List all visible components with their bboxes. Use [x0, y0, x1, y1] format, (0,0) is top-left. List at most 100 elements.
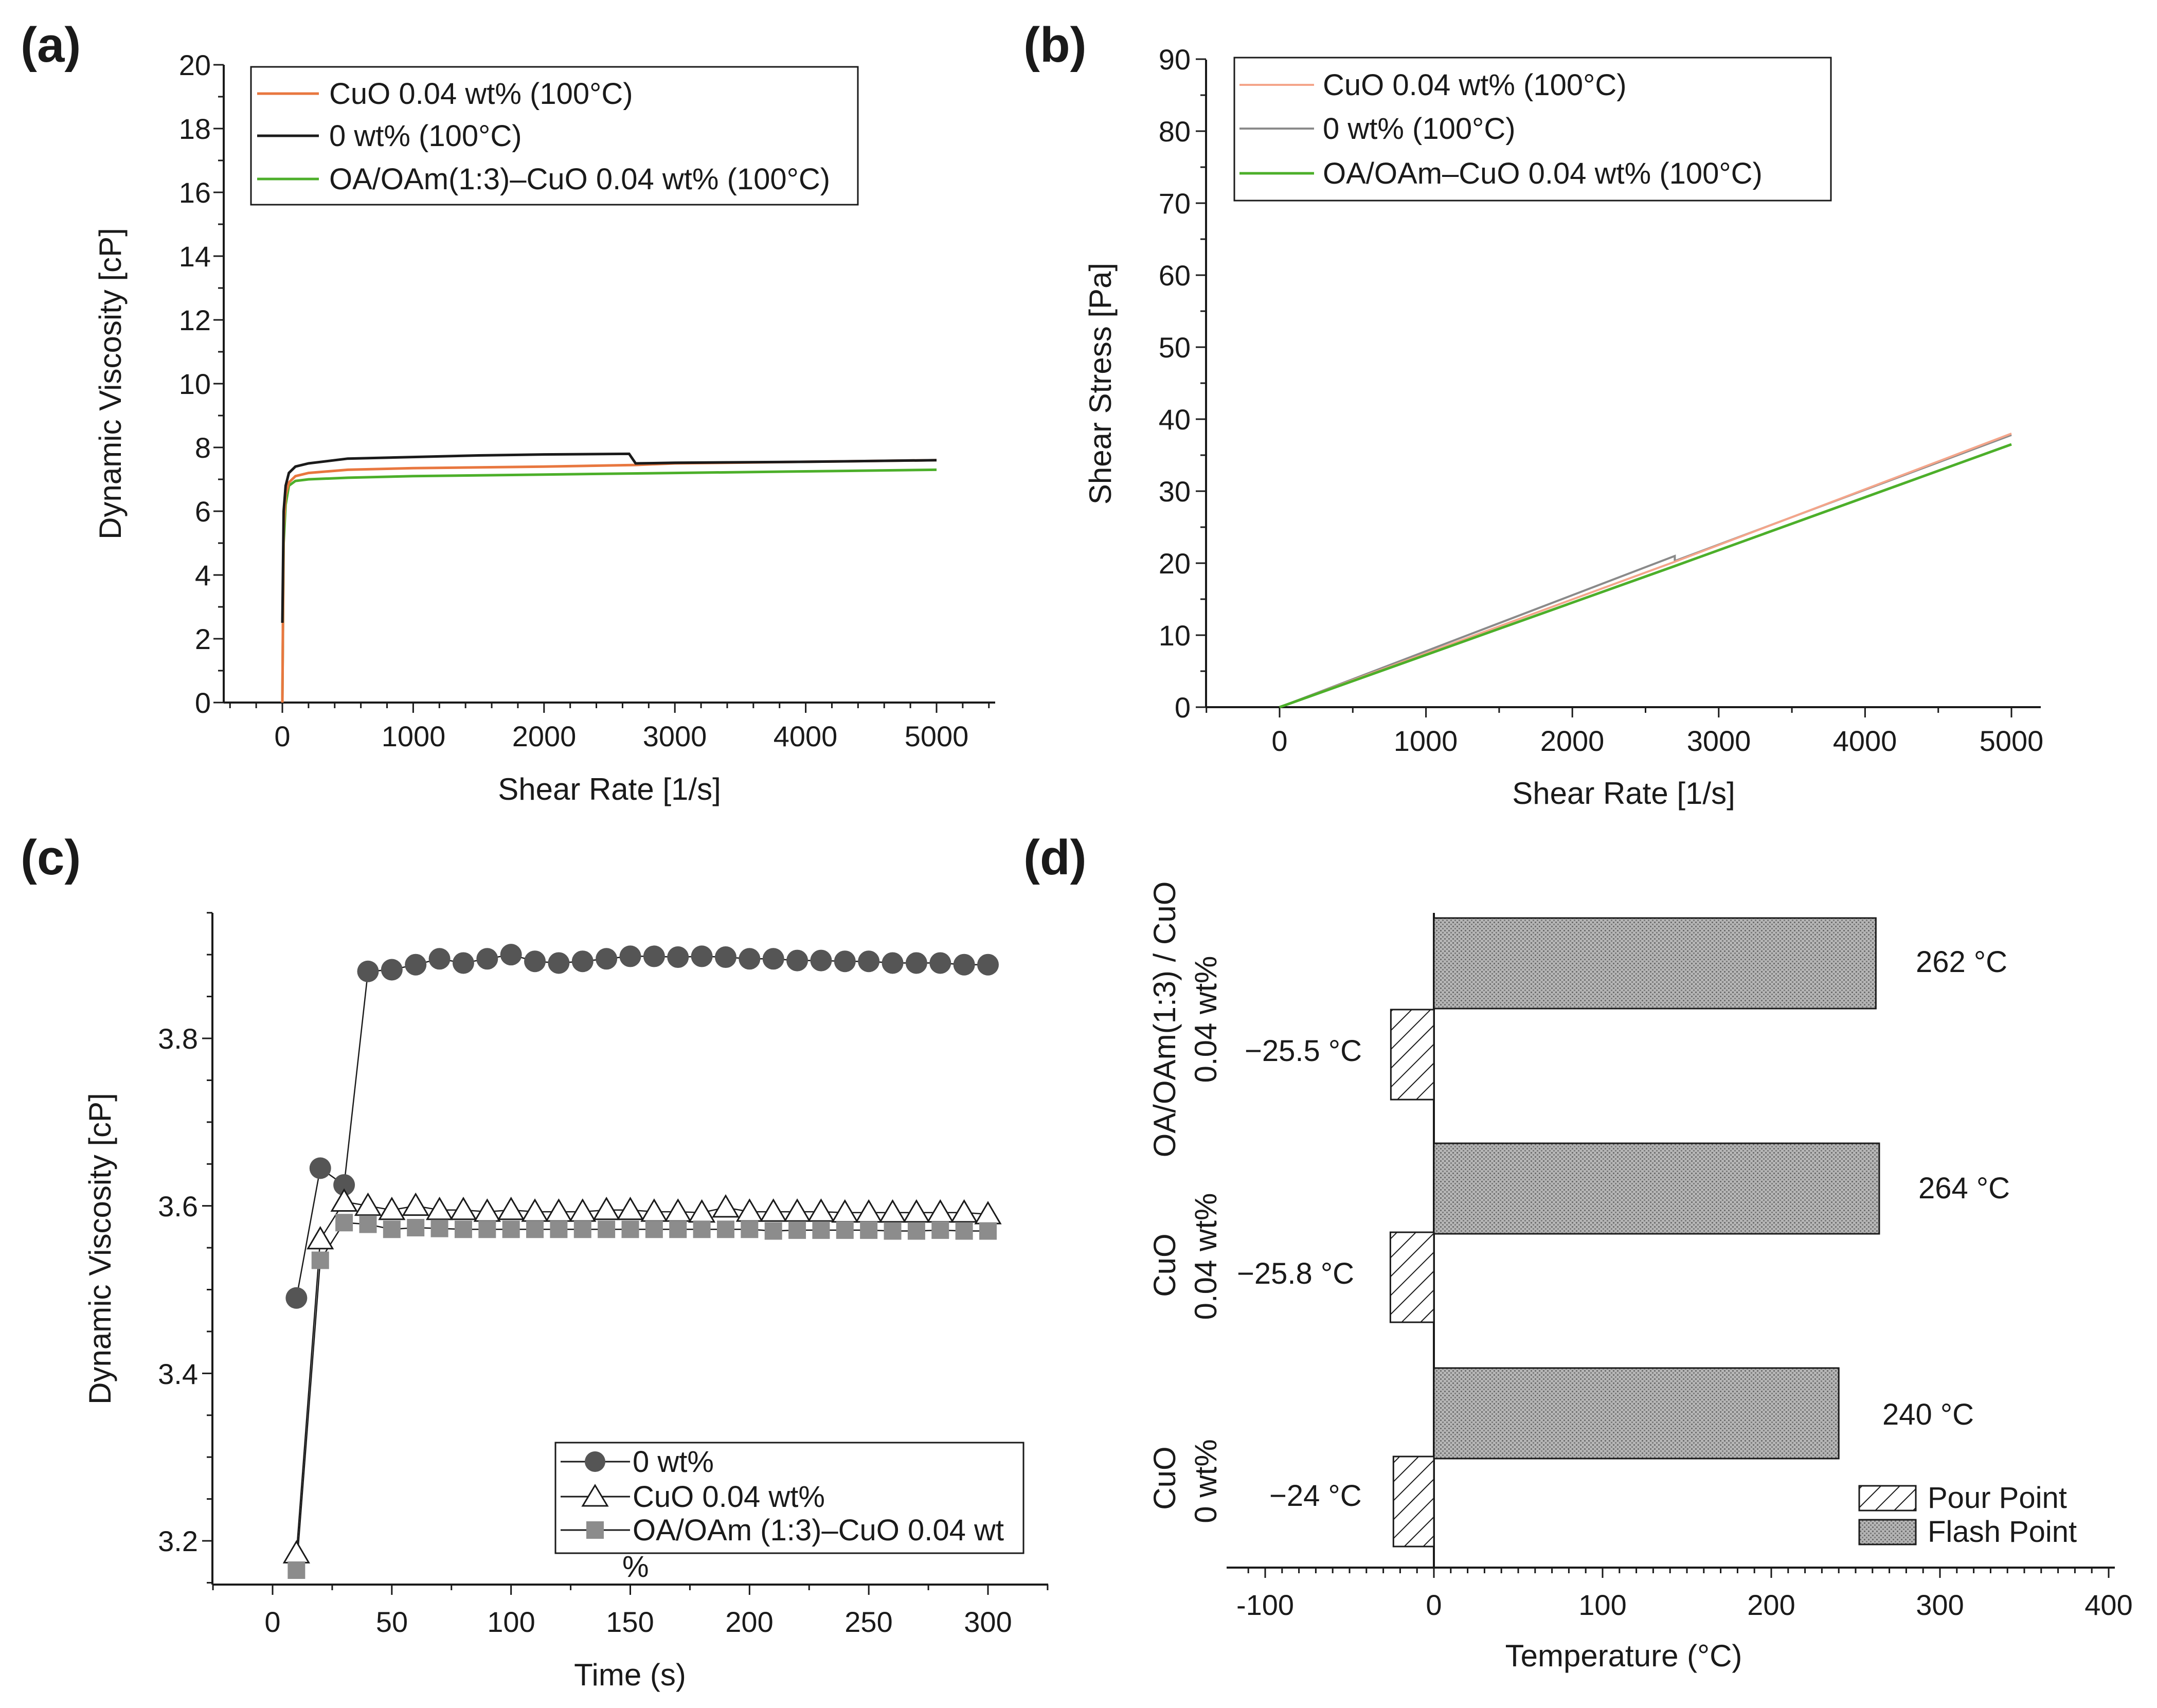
panel-c-y-tick-labels: 3.2 3.4 3.6 3.8	[158, 1022, 198, 1557]
c-point-triangle	[330, 1188, 358, 1212]
c-point-square	[812, 1221, 830, 1239]
panel-b-y-tick-labels: 0 10 20 30 40 50 60 70 80 90	[1159, 43, 1191, 724]
panel-b-label: (b)	[1023, 17, 1087, 73]
c-point-square	[526, 1220, 544, 1238]
c-point-triangle	[616, 1196, 644, 1220]
c-legend-marker-circle	[585, 1451, 605, 1472]
c-series-line	[296, 954, 988, 1299]
d-bar-pour-point	[1390, 1009, 1435, 1101]
d-category-label: 0 wt%	[1189, 1439, 1223, 1523]
a-xtick-label: 3000	[643, 720, 707, 752]
c-point-square	[383, 1220, 401, 1238]
c-point-triangle	[497, 1196, 525, 1220]
c-point-square	[741, 1220, 759, 1238]
c-point-square	[693, 1220, 711, 1238]
b-legend-label: 0 wt% (100°C)	[1323, 112, 1516, 146]
c-point-circle	[405, 954, 427, 976]
a-legend-label: OA/OAm(1:3)–CuO 0.04 wt% (100°C)	[329, 163, 830, 196]
c-point-circle	[691, 945, 713, 967]
c-point-triangle	[664, 1198, 692, 1222]
c-point-triangle	[783, 1198, 811, 1222]
c-point-triangle	[521, 1198, 549, 1222]
c-point-triangle	[402, 1192, 429, 1216]
b-legend-box	[1233, 57, 1832, 202]
c-point-circle	[524, 950, 546, 973]
c-ytick-label: 3.2	[158, 1525, 198, 1557]
panel-a-legend: CuO 0.04 wt% (100°C) 0 wt% (100°C) OA/OA…	[250, 66, 859, 206]
c-point-circle	[500, 944, 522, 966]
d-bar-pour-point	[1392, 1455, 1435, 1548]
panel-a-series	[281, 452, 937, 703]
panel-d-bars	[1389, 917, 1880, 1548]
d-category-label: CuO	[1147, 1233, 1182, 1297]
b-ytick-label: 70	[1159, 187, 1191, 220]
d-flash-label: 262 °C	[1916, 945, 2007, 979]
c-point-square	[550, 1220, 568, 1238]
panel-c-series	[282, 944, 1002, 1579]
d-bar-flash-point	[1433, 917, 1877, 1010]
d-legend-label: Pour Point	[1928, 1481, 2067, 1515]
c-legend-marker-square	[586, 1521, 604, 1539]
c-point-square	[478, 1220, 496, 1238]
c-x-axis-title: Time (s)	[574, 1658, 686, 1692]
c-point-circle	[667, 946, 689, 968]
c-point-circle	[786, 949, 808, 972]
c-point-triangle	[760, 1198, 787, 1222]
a-legend-box	[250, 66, 859, 206]
panel-c-legend: 0 wt% CuO 0.04 wt% OA/OAm (1:3)–CuO 0.04…	[554, 1442, 1024, 1584]
a-series-line	[281, 459, 937, 703]
c-xtick-label: 150	[606, 1606, 654, 1638]
d-xtick-label: -100	[1236, 1589, 1294, 1621]
c-point-circle	[810, 949, 832, 972]
panel-b: (b) 0 1000 2000 3000 4000 5000 0 10 20 3…	[1023, 17, 2043, 811]
b-x-axis-title: Shear Rate [1/s]	[1512, 776, 1735, 811]
c-xtick-label: 0	[264, 1606, 280, 1638]
c-point-circle	[905, 952, 927, 974]
b-ytick-label: 50	[1159, 331, 1191, 364]
c-xtick-label: 300	[964, 1606, 1012, 1638]
a-ytick-label: 14	[179, 240, 211, 273]
a-xtick-label: 4000	[774, 720, 838, 752]
a-ytick-label: 6	[195, 495, 211, 528]
a-ytick-label: 8	[195, 432, 211, 464]
d-category-labels: OA/OAm(1:3) / CuO 0.04 wt% CuO 0.04 wt% …	[1147, 882, 1223, 1523]
c-point-circle	[882, 952, 904, 974]
b-xtick-label: 0	[1271, 725, 1287, 757]
c-point-circle	[548, 952, 570, 974]
c-point-square	[669, 1220, 687, 1238]
b-series-line	[1279, 433, 2012, 708]
panel-a-y-tick-labels: 0 2 4 6 8 10 12 14 16 18 20	[179, 49, 211, 719]
c-point-circle	[309, 1157, 331, 1179]
b-series-line	[1279, 443, 2012, 709]
a-xtick-label: 2000	[512, 720, 577, 752]
c-point-square	[836, 1221, 854, 1239]
b-legend-label: CuO 0.04 wt% (100°C)	[1323, 68, 1627, 102]
c-point-square	[335, 1214, 353, 1232]
panel-a-label: (a)	[21, 17, 81, 73]
a-ytick-label: 4	[195, 559, 211, 591]
a-legend-label: 0 wt% (100°C)	[329, 119, 522, 153]
d-x-axis-title: Temperature (°C)	[1505, 1639, 1742, 1673]
c-point-triangle	[354, 1192, 382, 1216]
c-point-circle	[762, 948, 784, 970]
d-xtick-label: 300	[1916, 1589, 1964, 1621]
c-point-square	[454, 1220, 472, 1238]
d-flash-label: 264 °C	[1918, 1172, 2010, 1205]
c-point-triangle	[592, 1196, 620, 1220]
d-category-label: CuO	[1147, 1446, 1182, 1509]
c-point-square	[359, 1215, 377, 1233]
panel-d: (d) -100 0 100 200 300 400 Temperature (…	[1023, 830, 2133, 1673]
a-xtick-label: 5000	[905, 720, 969, 752]
d-bar-flash-point	[1433, 1367, 1840, 1460]
panel-d-ticks	[1247, 1568, 2110, 1578]
c-point-circle	[285, 1287, 308, 1309]
panel-a-x-tick-labels: 0 1000 2000 3000 4000 5000	[274, 720, 968, 752]
c-point-circle	[571, 950, 594, 973]
d-legend-label: Flash Point	[1928, 1515, 2077, 1549]
a-series-line	[281, 452, 937, 623]
d-pour-label: −24 °C	[1269, 1479, 1362, 1513]
panel-d-x-tick-labels: -100 0 100 200 300 400	[1236, 1589, 2133, 1621]
c-point-triangle	[950, 1199, 978, 1223]
d-xtick-label: 0	[1426, 1589, 1442, 1621]
c-point-circle	[739, 948, 761, 970]
